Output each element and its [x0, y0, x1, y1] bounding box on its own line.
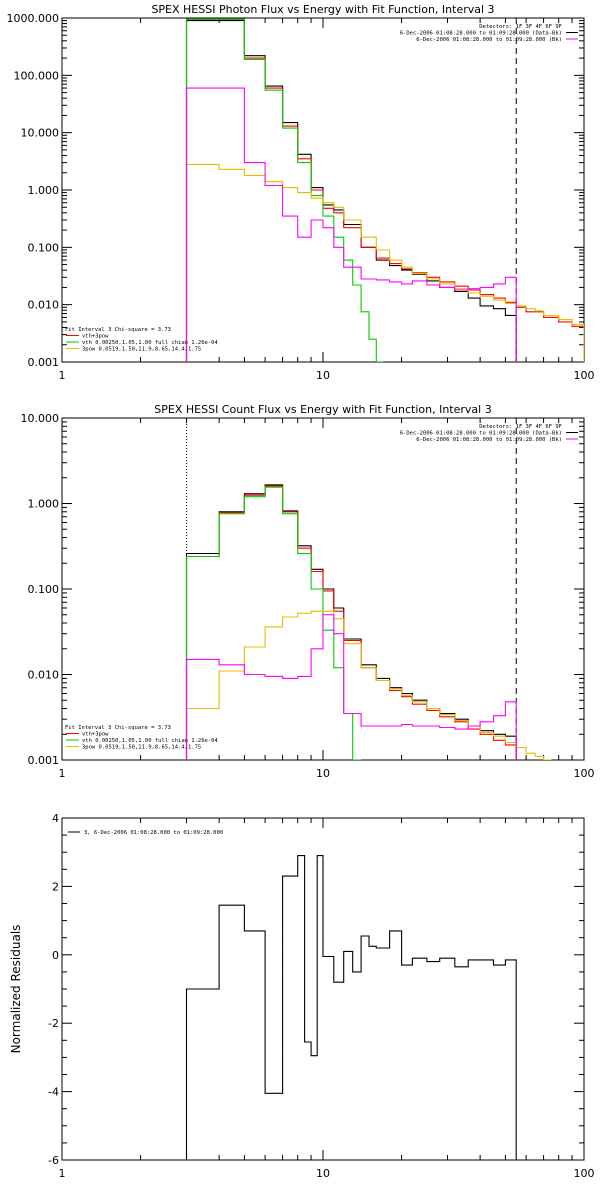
y-tick-label: 100.000 — [14, 69, 60, 82]
series-bk-line — [185, 614, 517, 760]
count-flux-panel: SPEX HESSI Count Flux vs Energy with Fit… — [21, 403, 595, 780]
legend-entry: 6-Dec-2006 01:08:28.000 to 01:09:28.000 … — [416, 437, 562, 443]
legend-entry: vth 0.00250,1.05,1.00 full chian 1.26e-0… — [82, 738, 218, 744]
series-data-line — [185, 20, 517, 362]
y-tick-label: 1.000 — [28, 498, 60, 511]
series-pow-line — [185, 610, 552, 760]
y-tick-label: 0.010 — [28, 669, 60, 682]
x-tick-label: 10 — [316, 767, 330, 780]
series-fit-line — [185, 18, 584, 362]
series-pow-line — [185, 163, 584, 362]
y-tick-label: 0.100 — [28, 241, 60, 254]
x-tick-label: 100 — [574, 369, 595, 382]
legend-entry: vth+3pow — [82, 732, 109, 738]
y-tick-label: 10.000 — [21, 127, 60, 140]
x-tick-label: 10 — [316, 1167, 330, 1180]
y-tick-label: 10.000 — [21, 412, 60, 425]
x-tick-label: 1 — [59, 1167, 66, 1180]
legend-entry: 6-Dec-2006 01:08:28.000 to 01:09:28.000 … — [400, 431, 562, 437]
legend-entry: Fit Interval 3 Chi-square = 3.73 — [65, 725, 171, 731]
series-group — [185, 855, 517, 1160]
legend-entry: 6-Dec-2006 01:08:28.000 to 01:09:28.000 … — [416, 37, 562, 43]
series-group — [185, 484, 552, 760]
y-tick-label: 0.001 — [28, 356, 60, 369]
y-tick-label: -2 — [48, 1017, 59, 1030]
series-data-line — [185, 484, 517, 760]
y-tick-label: -6 — [48, 1154, 59, 1167]
series-residuals-line — [185, 855, 517, 1160]
y-tick-label: -4 — [48, 1086, 59, 1099]
legend-entry: 6-Dec-2006 01:08:28.000 to 01:09:28.000 … — [400, 31, 562, 37]
legend-entry: 3pow 0.0519,1.50,11.9,8.65,14.4,1.75 — [82, 745, 201, 751]
y-tick-label: 0.001 — [28, 754, 60, 767]
y-tick-label: 2 — [52, 880, 59, 893]
x-tick-label: 100 — [574, 767, 595, 780]
y-tick-label: 0 — [52, 949, 59, 962]
legend-entry: Detectors: 1F 3F 4F 6F 9F — [479, 24, 562, 30]
legend-entry: vth 0.00250,1.05,1.00 full chian 1.26e-0… — [82, 340, 218, 346]
y-tick-label: 1.000 — [28, 184, 60, 197]
y-tick-label: 1000.000 — [7, 12, 60, 25]
series-bk-line — [185, 87, 517, 362]
y-axis-label: Normalized Residuals — [9, 925, 23, 1054]
legend-entry: Detectors: 1F 3F 4F 6F 9F — [479, 424, 562, 430]
series-vth-line — [185, 486, 362, 760]
legend-entry: vth+3pow — [82, 334, 109, 340]
x-tick-label: 1 — [59, 767, 66, 780]
x-tick-label: 100 — [574, 1167, 595, 1180]
x-tick-label: 1 — [59, 369, 66, 382]
legend-entry: 3, 6-Dec-2006 01:08:28.000 to 01:09:28.0… — [84, 830, 223, 836]
chart-title: SPEX HESSI Count Flux vs Energy with Fit… — [154, 403, 491, 416]
legend-entry: Fit Interval 3 Chi-square = 3.73 — [65, 327, 171, 333]
y-tick-label: 0.010 — [28, 299, 60, 312]
photon-flux-panel: SPEX HESSI Photon Flux vs Energy with Fi… — [7, 3, 595, 382]
residuals-panel: 1 10 100 -6 -4 -2 0 2 4 Normalized Residuals 3, 6-… — [9, 812, 595, 1180]
y-tick-label: 0.100 — [28, 583, 60, 596]
series-vth-line — [185, 18, 384, 362]
series-group — [185, 18, 584, 362]
x-tick-label: 10 — [316, 369, 330, 382]
chart-title: SPEX HESSI Photon Flux vs Energy with Fi… — [151, 3, 494, 16]
y-tick-label: 4 — [52, 812, 59, 825]
legend-entry: 3pow 0.0519,1.50,11.9,8.65,14.4,1.75 — [82, 347, 201, 353]
